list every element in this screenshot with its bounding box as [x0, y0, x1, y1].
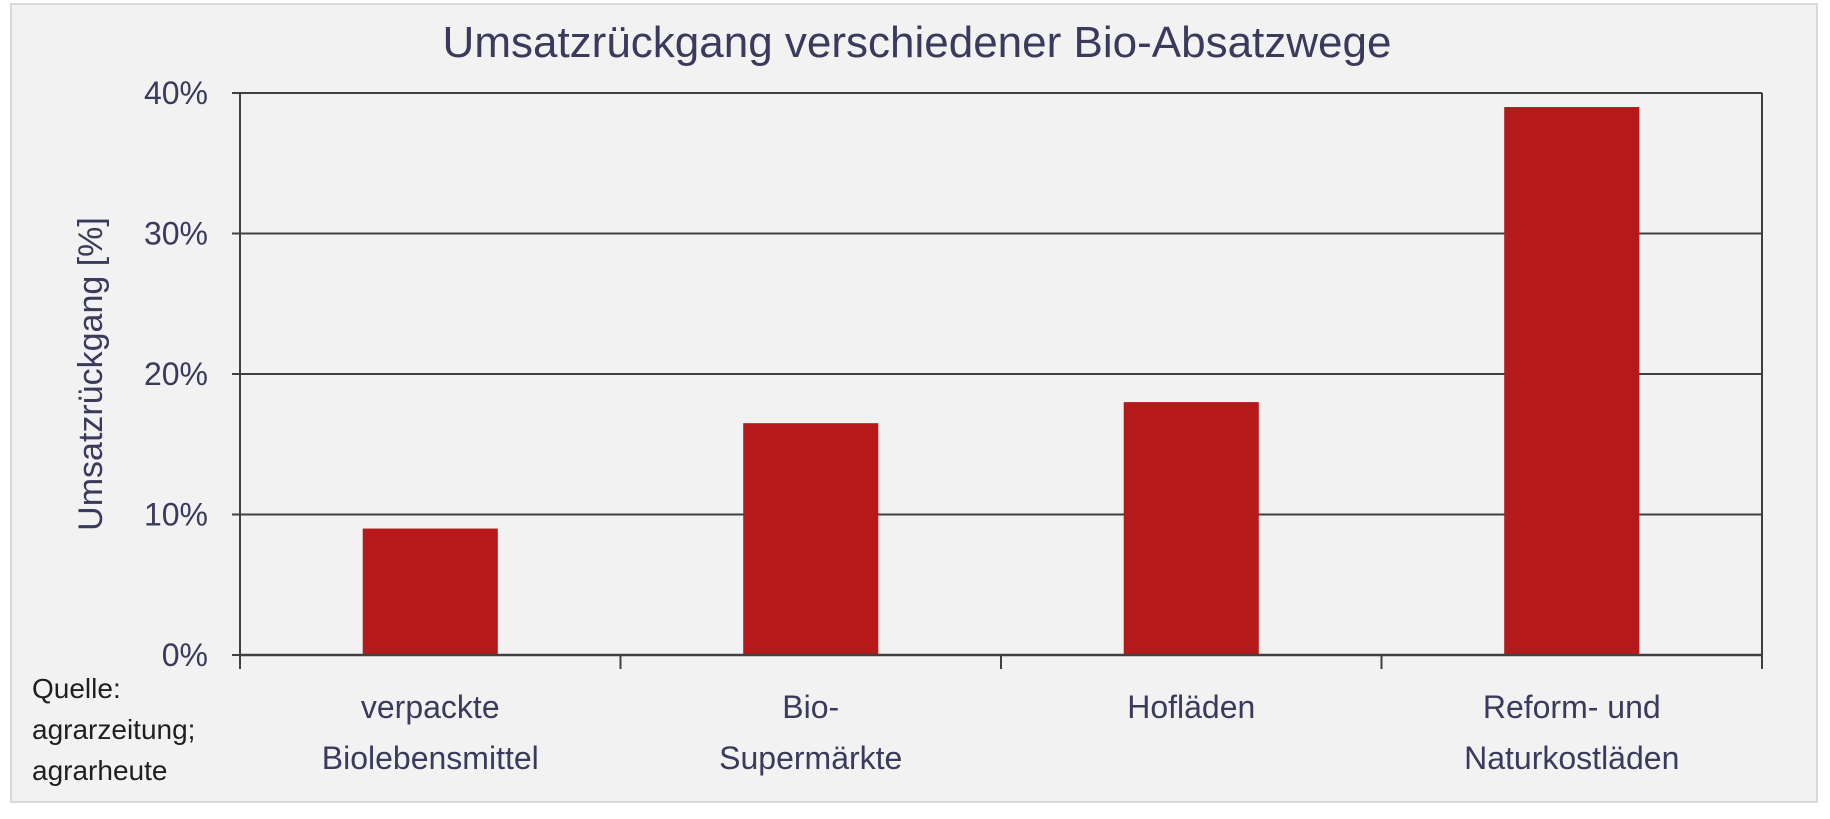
x-category-label-line: Reform- und — [1483, 689, 1661, 725]
x-category-label-line: Supermärkte — [719, 740, 902, 776]
category-labels: verpackte Biolebensmittel Bio- Supermärkte H… — [322, 689, 1680, 776]
bars — [362, 107, 1640, 656]
y-tick-label: 0% — [162, 637, 208, 673]
bar — [743, 423, 879, 655]
x-category-label-line: Bio- — [782, 689, 839, 725]
y-tick-label: 40% — [144, 75, 208, 111]
source-note-line: agrarheute — [32, 755, 167, 786]
bar — [1504, 107, 1640, 656]
y-axis-label: Umsatzrückgang [%] — [72, 217, 110, 531]
x-category-label: Hofläden — [1127, 689, 1255, 725]
x-category-label-line: verpackte — [361, 689, 500, 725]
source-note: Quelle: agrarzeitung; agrarheute — [32, 673, 195, 786]
y-tick-label: 20% — [144, 356, 208, 392]
y-tick-label: 10% — [144, 497, 208, 533]
bar — [362, 528, 498, 655]
x-category-label: Reform- und Naturkostläden — [1464, 689, 1679, 776]
x-category-label-line: Biolebensmittel — [322, 740, 539, 776]
bar — [1123, 402, 1259, 655]
y-tick-label: 30% — [144, 216, 208, 252]
source-note-text: Quelle: agrarzeitung; agrarheute — [32, 673, 195, 786]
x-category-label-line: Hofläden — [1127, 689, 1255, 725]
x-category-label: verpackte Biolebensmittel — [322, 689, 539, 776]
source-note-line: Quelle: — [32, 673, 121, 704]
chart-title: Umsatzrückgang verschiedener Bio-Absatzw… — [443, 18, 1392, 67]
y-tick-labels: 0% 10% 20% 30% 40% — [144, 75, 240, 673]
source-note-line: agrarzeitung; — [32, 714, 195, 745]
x-category-label: Bio- Supermärkte — [719, 689, 902, 776]
x-category-label-line: Naturkostläden — [1464, 740, 1679, 776]
